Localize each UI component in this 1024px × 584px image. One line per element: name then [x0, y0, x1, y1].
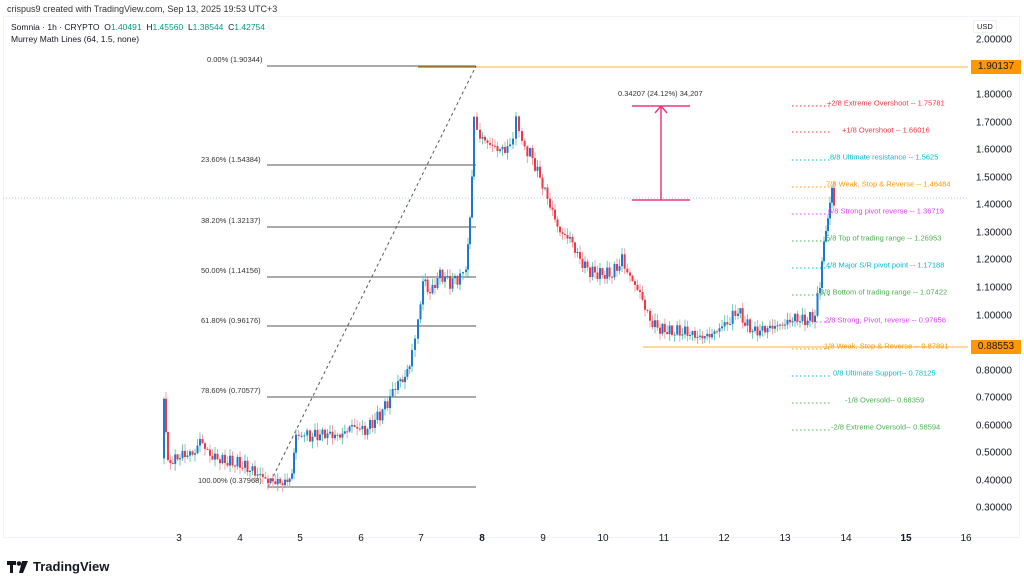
fib-label-786: 78.60% (0.70577) — [201, 386, 261, 395]
y-tick: 0.70000 — [975, 392, 1012, 404]
x-tick: 14 — [840, 533, 852, 544]
candlestick-series — [163, 111, 835, 492]
symbol-label: Somnia · 1h · CRYPTO — [11, 22, 100, 32]
y-tick: 2.00000 — [975, 34, 1012, 46]
indicator-label[interactable]: Murrey Math Lines (64, 1.5, none) — [11, 34, 140, 44]
x-tick: 5 — [297, 533, 303, 544]
y-tick: 1.20000 — [975, 254, 1012, 266]
fib-label-50: 50.00% (1.14156) — [201, 266, 261, 275]
measure-label: 0.34207 (24.12%) 34,207 — [618, 89, 703, 98]
y-tick: 1.00000 — [975, 310, 1012, 322]
x-tick: 3 — [176, 533, 182, 544]
open-value: 1.40491 — [110, 22, 142, 32]
y-tick: 1.10000 — [975, 282, 1012, 294]
mm-label-4: 4/8 Major S/R pivot point -- 1.17188 — [826, 260, 945, 270]
mm-label-6: 6/8 Strong pivot reverse -- 1.36719 — [828, 206, 944, 216]
price-tag-high: 1.90137 — [971, 60, 1021, 74]
y-tick: 1.60000 — [975, 144, 1012, 156]
x-tick: 10 — [597, 533, 609, 544]
mm-label-5: 5/8 Top of trading range -- 1.26953 — [826, 233, 942, 243]
x-tick: 6 — [358, 533, 364, 544]
y-tick: 0.60000 — [975, 420, 1012, 432]
y-tick: 0.40000 — [975, 475, 1012, 487]
y-tick: 0.50000 — [975, 447, 1012, 459]
mm-label-m1: -1/8 Oversold-- 0.68359 — [845, 395, 925, 405]
mm-label-3: 3/8 Bottom of trading range -- 1.07422 — [820, 287, 948, 297]
close-value: 1.42754 — [234, 22, 266, 32]
y-tick: 1.70000 — [975, 117, 1012, 129]
high-value: 1.45560 — [152, 22, 184, 32]
y-tick: 0.30000 — [975, 502, 1012, 514]
mm-label-0: 0/8 Ultimate Support-- 0.78125 — [833, 368, 936, 378]
x-tick: 15 — [900, 533, 912, 544]
mm-label-8: 8/8 Ultimate resistance -- 1.5625 — [830, 152, 939, 162]
y-tick: 1.80000 — [975, 89, 1012, 101]
x-tick: 16 — [960, 533, 972, 544]
x-tick: 11 — [658, 533, 670, 544]
fib-label-618: 61.80% (0.96176) — [201, 316, 261, 325]
fib-label-0: 0.00% (1.90344) — [207, 55, 263, 64]
mm-label-1: 1/8 Weak, Stop & Reverse -- 0.87891 — [824, 341, 949, 351]
credit-text: crispus9 created with TradingView.com, S… — [7, 4, 278, 14]
fib-label-382: 38.20% (1.32137) — [201, 216, 261, 225]
mm-label-p1: +1/8 Overshoot -- 1.66016 — [842, 125, 930, 135]
fib-label-236: 23.60% (1.54384) — [201, 155, 261, 164]
price-tag-low: 0.88553 — [971, 340, 1021, 354]
y-tick: 1.30000 — [975, 227, 1012, 239]
tradingview-logo-icon — [7, 560, 28, 573]
x-tick: 8 — [479, 533, 485, 544]
x-tick: 9 — [540, 533, 546, 544]
y-tick: 1.40000 — [975, 199, 1012, 211]
currency-label[interactable]: USD — [973, 20, 997, 33]
brand-name: TradingView — [33, 559, 110, 574]
x-tick: 7 — [418, 533, 424, 544]
x-tick: 13 — [779, 533, 791, 544]
chart-frame[interactable] — [3, 16, 1020, 538]
x-tick: 12 — [718, 533, 730, 544]
chart-legend: Somnia · 1h · CRYPTO O1.40491 H1.45560 L… — [11, 22, 266, 44]
fib-label-100: 100.00% (0.37968) — [198, 476, 262, 485]
low-value: 1.38544 — [192, 22, 224, 32]
mm-label-p2: +2/8 Extreme Overshoot -- 1.75781 — [827, 98, 945, 108]
mm-label-2: 2/8 Strong, Pivot, reverse -- 0.97656 — [825, 315, 946, 325]
tradingview-logo[interactable]: TradingView — [7, 559, 109, 574]
y-tick: 0.80000 — [975, 365, 1012, 377]
mm-label-m2: -2/8 Extreme Oversold-- 0.58594 — [831, 422, 941, 432]
y-tick: 1.50000 — [975, 172, 1012, 184]
x-tick: 4 — [237, 533, 243, 544]
mm-label-7: 7/8 Weak, Stop & Reverse -- 1.46484 — [826, 179, 951, 189]
